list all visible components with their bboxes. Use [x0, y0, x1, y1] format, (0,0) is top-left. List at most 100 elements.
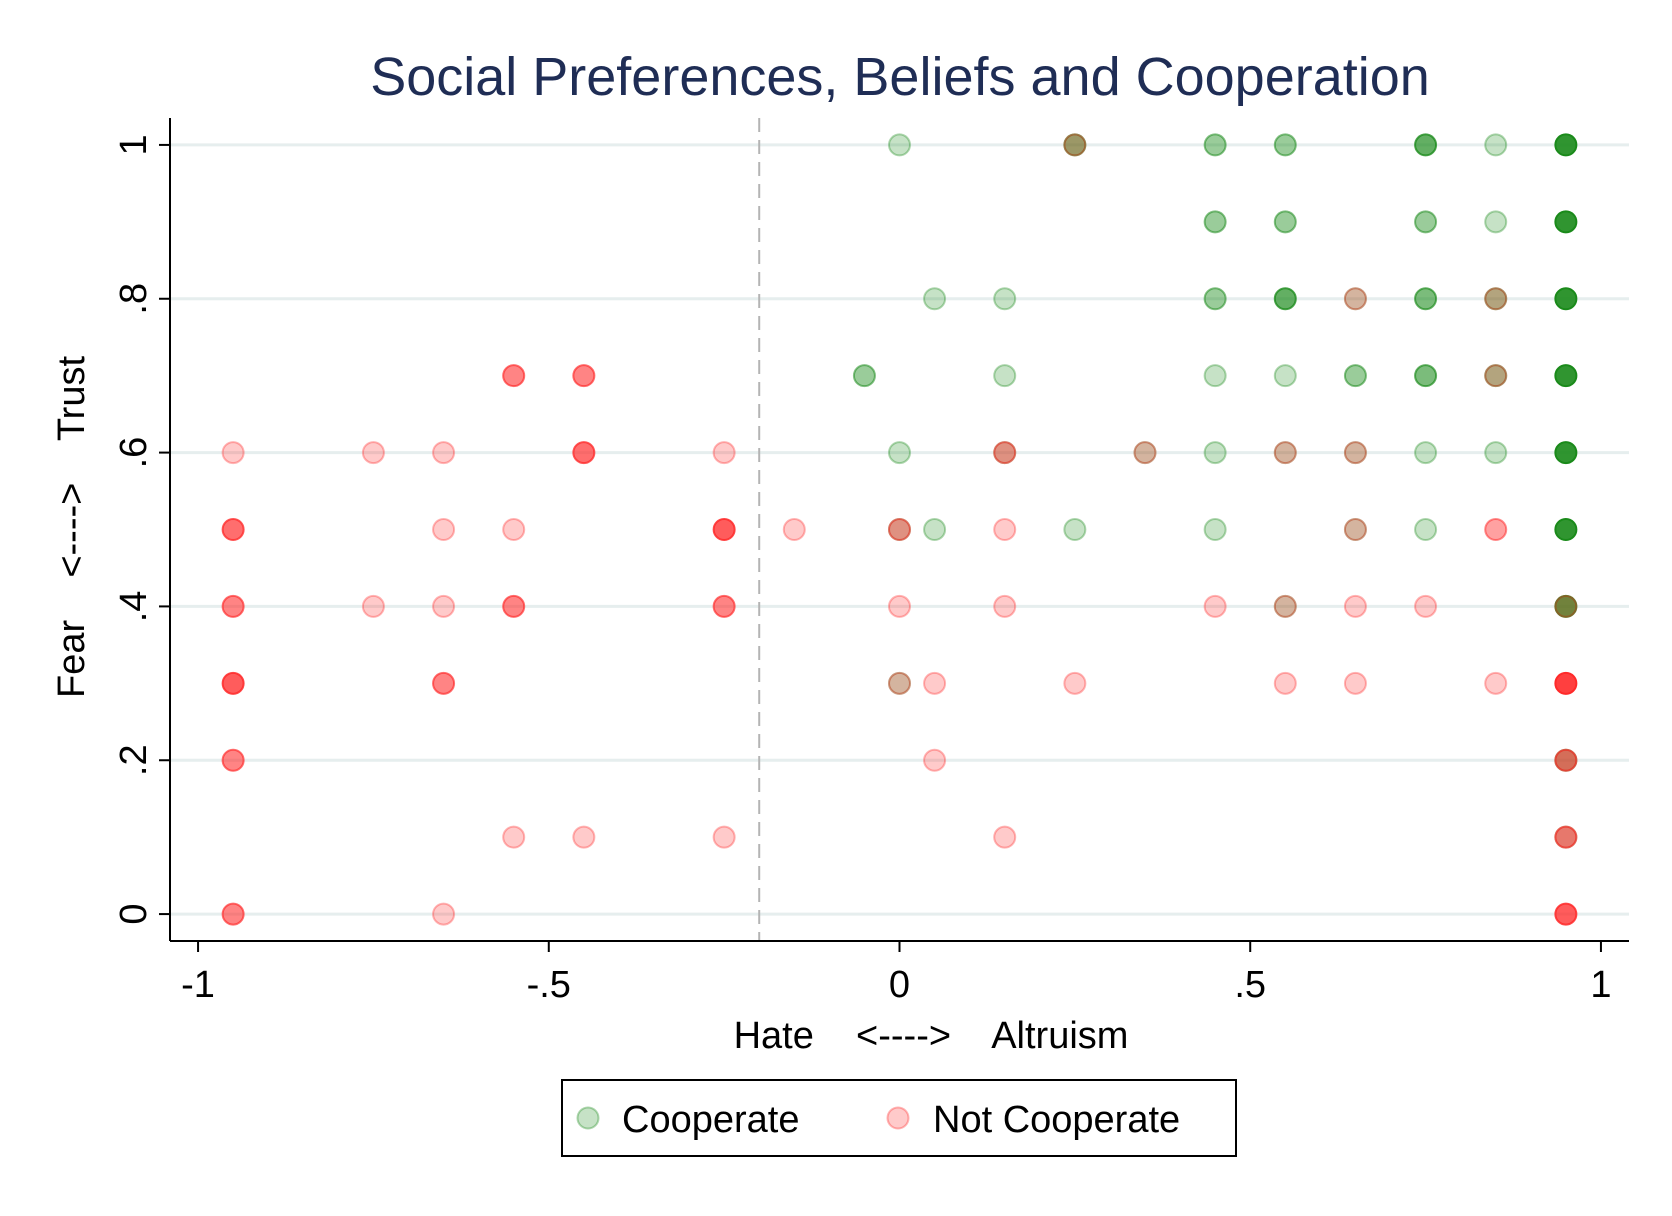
- data-point: [221, 441, 245, 465]
- data-point: [1554, 133, 1578, 157]
- data-point: [712, 518, 736, 541]
- data-point: [221, 594, 245, 618]
- data-point: [1063, 671, 1087, 695]
- chart-title: Social Preferences, Beliefs and Cooperat…: [370, 47, 1430, 107]
- data-point: [923, 518, 947, 541]
- data-point: [1554, 441, 1578, 465]
- data-point: [1484, 364, 1508, 388]
- legend: Cooperate Not Cooperate: [561, 1079, 1237, 1157]
- x-axis-ticks: -1 -.5 0 .5 1: [181, 941, 1612, 1006]
- x-tick-label: -1: [181, 964, 215, 1006]
- data-point: [1414, 287, 1438, 311]
- data-point: [221, 748, 245, 772]
- data-point: [572, 441, 596, 465]
- x-tick-label: 0: [889, 964, 910, 1006]
- x-tick-label: -.5: [527, 964, 571, 1006]
- data-point: [888, 671, 911, 695]
- data-point: [712, 594, 736, 618]
- data-point: [1063, 133, 1087, 157]
- data-point: [1343, 287, 1367, 311]
- data-point: [888, 441, 911, 465]
- data-point: [993, 364, 1017, 388]
- y-axis-ticks: 0 .2 .4 .6 .8 1: [113, 134, 170, 925]
- data-point: [1554, 594, 1578, 618]
- data-point: [1343, 441, 1367, 465]
- data-point: [993, 287, 1017, 311]
- data-point: [888, 133, 911, 157]
- data-point: [1414, 364, 1438, 388]
- data-point: [221, 902, 245, 926]
- data-point: [572, 364, 596, 388]
- data-point: [1273, 210, 1297, 234]
- data-point: [1203, 594, 1227, 618]
- data-point: [1554, 594, 1578, 618]
- data-point: [993, 518, 1017, 541]
- legend-label-cooperate: Cooperate: [622, 1099, 799, 1141]
- data-point: [1484, 364, 1508, 388]
- data-point: [1414, 518, 1438, 541]
- data-point: [993, 825, 1017, 849]
- data-point: [1414, 210, 1438, 234]
- data-point: [1273, 594, 1297, 618]
- y-tick-label: 1: [113, 134, 155, 155]
- y-axis-label: Fear <----> Trust: [51, 356, 93, 698]
- data-point: [1203, 287, 1227, 311]
- data-point: [1554, 210, 1578, 234]
- data-point: [1273, 133, 1297, 157]
- data-point: [993, 594, 1017, 618]
- data-point: [1484, 518, 1508, 541]
- y-tick-label: .2: [113, 744, 155, 776]
- data-point: [1554, 364, 1578, 388]
- data-point: [432, 441, 456, 465]
- data-point: [993, 441, 1017, 465]
- data-point: [1414, 594, 1438, 618]
- data-point: [888, 518, 911, 541]
- data-point: [888, 594, 911, 618]
- legend-marker-not-cooperate: [886, 1106, 910, 1130]
- data-point: [1273, 671, 1297, 695]
- data-point: [1484, 287, 1508, 311]
- data-point: [712, 825, 736, 849]
- data-point: [221, 671, 245, 695]
- data-point: [502, 825, 526, 849]
- data-point: [432, 518, 456, 541]
- data-point: [1484, 671, 1508, 695]
- data-point: [1343, 671, 1367, 695]
- data-point: [1554, 671, 1578, 695]
- data-point: [1484, 133, 1508, 157]
- series-1: [221, 133, 1578, 926]
- data-point: [1063, 518, 1087, 541]
- x-tick-label: .5: [1234, 964, 1266, 1006]
- x-tick-label: 1: [1590, 964, 1611, 1006]
- data-point: [1484, 210, 1508, 234]
- gridlines: [170, 143, 1629, 916]
- data-point: [1554, 287, 1578, 311]
- data-point: [1063, 133, 1087, 157]
- y-tick-label: .6: [113, 437, 155, 469]
- data-point: [1554, 825, 1578, 849]
- y-tick-label: .4: [113, 591, 155, 623]
- data-point: [1273, 441, 1297, 465]
- data-point: [923, 287, 947, 311]
- legend-marker-cooperate: [576, 1106, 600, 1130]
- data-point: [1273, 594, 1297, 618]
- data-point: [432, 671, 456, 695]
- data-point: [1414, 441, 1438, 465]
- data-point: [1133, 441, 1157, 465]
- data-point: [1203, 133, 1227, 157]
- y-tick-label: 0: [113, 904, 155, 925]
- data-point: [1203, 364, 1227, 388]
- data-point: [361, 594, 385, 618]
- data-point: [923, 748, 947, 772]
- data-point: [1273, 364, 1297, 388]
- data-point: [572, 825, 596, 849]
- data-point: [1273, 287, 1297, 311]
- data-point: [1343, 287, 1367, 311]
- data-point: [923, 671, 947, 695]
- data-point: [1343, 518, 1367, 541]
- data-point: [502, 364, 526, 388]
- data-point: [1554, 748, 1578, 772]
